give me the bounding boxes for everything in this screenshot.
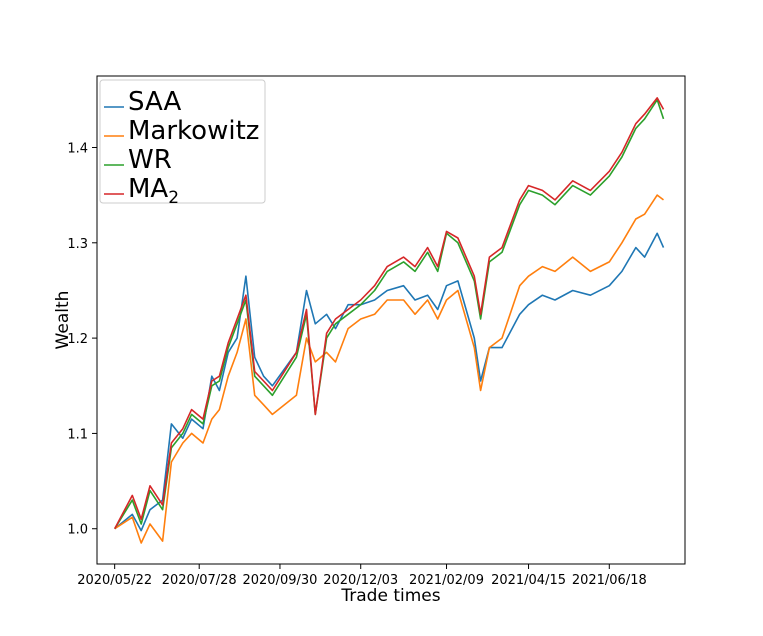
x-axis: 2020/05/22 2020/07/28 2020/09/30 2020/12/03… bbox=[77, 564, 647, 588]
x-axis-label: Trade times bbox=[340, 586, 440, 606]
series-line-wr bbox=[114, 99, 665, 530]
series-line-markowitz bbox=[114, 194, 664, 544]
x-tick-label: 2020/05/22 bbox=[77, 573, 152, 588]
series-line-ma2 bbox=[113, 97, 665, 530]
y-tick-label: 1.3 bbox=[67, 237, 88, 252]
x-tick-label: 2020/09/30 bbox=[242, 573, 317, 588]
y-tick-label: 1.2 bbox=[67, 332, 88, 347]
legend-label: MA2 bbox=[128, 174, 179, 208]
x-tick-label: 2021/06/18 bbox=[572, 573, 647, 588]
y-tick-label: 1.1 bbox=[67, 427, 88, 442]
y-axis-label: Wealth bbox=[53, 291, 73, 350]
legend-label: Markowitz bbox=[128, 116, 259, 146]
x-tick-label: 2021/02/09 bbox=[409, 573, 484, 588]
y-tick-label: 1.0 bbox=[67, 523, 88, 538]
series-layer bbox=[113, 97, 665, 544]
y-axis: 1.0 1.1 1.2 1.3 1.4 bbox=[67, 141, 97, 538]
plot-frame bbox=[96, 75, 686, 565]
y-tick-label: 1.4 bbox=[67, 141, 88, 156]
legend-label: WR bbox=[128, 145, 172, 175]
x-tick-label: 2021/04/15 bbox=[491, 573, 566, 588]
legend-label: SAA bbox=[128, 87, 181, 117]
legend-box bbox=[99, 79, 266, 204]
x-tick-label: 2020/07/28 bbox=[162, 573, 237, 588]
series-line-saa bbox=[114, 232, 665, 532]
x-tick-label: 2020/12/03 bbox=[323, 573, 398, 588]
